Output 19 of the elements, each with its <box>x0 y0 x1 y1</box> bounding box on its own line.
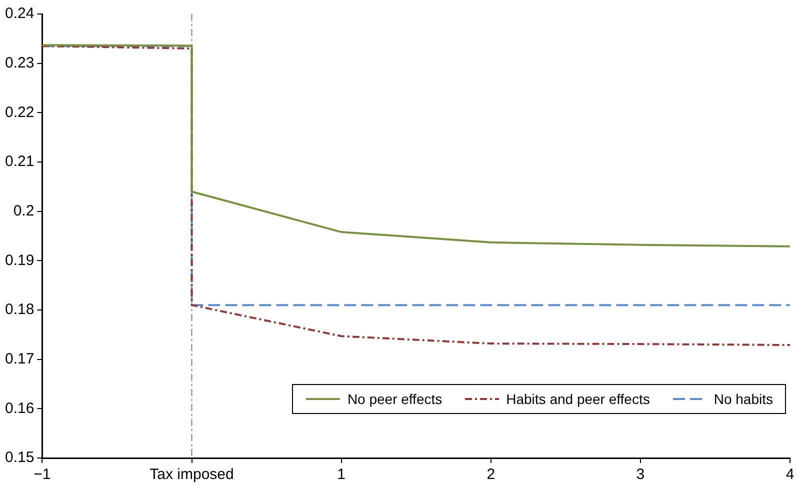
x-tick-label: Tax imposed <box>150 466 234 484</box>
y-tick-label: 0.24 <box>4 5 34 22</box>
x-tick-label: −1 <box>34 466 51 484</box>
y-tick-label: 0.23 <box>4 54 34 72</box>
x-tick-label: 2 <box>486 466 496 484</box>
y-tick-label: 0.18 <box>4 301 34 318</box>
x-tick-label: 3 <box>636 466 645 484</box>
legend-label: Habits and peer effects <box>506 391 650 407</box>
y-tick-label: 0.2 <box>13 202 34 220</box>
y-tick-label: 0.17 <box>4 350 34 368</box>
y-tick-label: 0.15 <box>4 449 34 466</box>
x-tick-label: 1 <box>337 466 346 484</box>
legend-label: No peer effects <box>347 391 442 407</box>
y-tick-label: 0.16 <box>4 400 34 417</box>
y-tick-label: 0.21 <box>4 153 34 170</box>
y-tick-label: 0.22 <box>4 104 34 121</box>
legend-label: No habits <box>714 391 773 407</box>
x-tick-label: 4 <box>786 466 794 484</box>
y-tick-label: 0.19 <box>4 252 34 269</box>
